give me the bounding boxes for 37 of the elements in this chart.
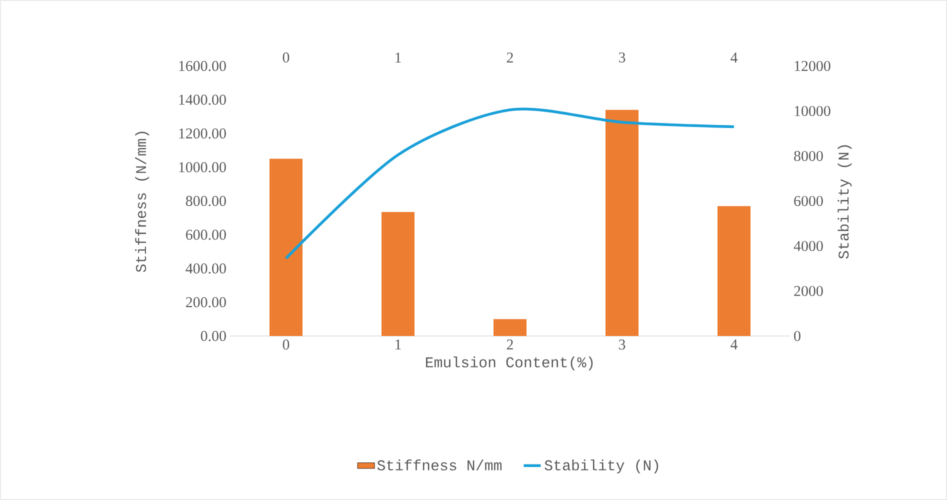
y-tick-label: 0.00: [200, 330, 226, 342]
y-tick-label: 400.00: [186, 263, 226, 274]
y-tick-label: 1400.00: [179, 94, 226, 105]
category-label: 4: [730, 52, 738, 62]
x-tick-label: 2: [506, 340, 513, 350]
bar: [270, 158, 303, 336]
y2-tick-label: 6000: [794, 196, 823, 206]
x-axis-title: Emulsion Content(%): [426, 356, 593, 370]
x-tick-label: 0: [282, 340, 290, 350]
category-label: 0: [282, 52, 290, 62]
legend-label: Stiffness N/mm: [377, 459, 502, 470]
y-tick-label: 1000.00: [179, 162, 226, 172]
bar: [382, 212, 415, 336]
category-label: 2: [506, 52, 513, 62]
x-tick-label: 1: [396, 340, 401, 350]
x-tick-label: 3: [618, 340, 626, 350]
line-series: [284, 108, 736, 260]
category-label: 1: [396, 52, 401, 62]
y2-tick-label: 2000: [794, 286, 823, 296]
y-tick-label: 1200.00: [179, 128, 226, 139]
bar: [494, 319, 527, 336]
y2-tick-label: 10000: [794, 106, 830, 116]
x-tick-label: 4: [730, 340, 738, 350]
category-label: 3: [618, 52, 626, 62]
bar: [606, 110, 639, 336]
y2-tick-label: 0: [794, 330, 800, 342]
y2-tick-label: 8000: [794, 150, 823, 162]
y-axis-title: Stiffness (N/mm): [135, 132, 150, 272]
y-tick-label: 600.00: [186, 230, 226, 240]
y2-axis-title: Stability (N): [838, 145, 852, 259]
y2-tick-label: 12000: [794, 60, 830, 72]
y-tick-label: 200.00: [186, 297, 226, 308]
y-tick-label: 800.00: [186, 196, 226, 206]
bar: [718, 206, 751, 336]
legend-label: Stability (N): [544, 459, 658, 474]
y2-tick-label: 4000: [794, 240, 823, 252]
y-tick-label: 1600.00: [179, 60, 226, 72]
